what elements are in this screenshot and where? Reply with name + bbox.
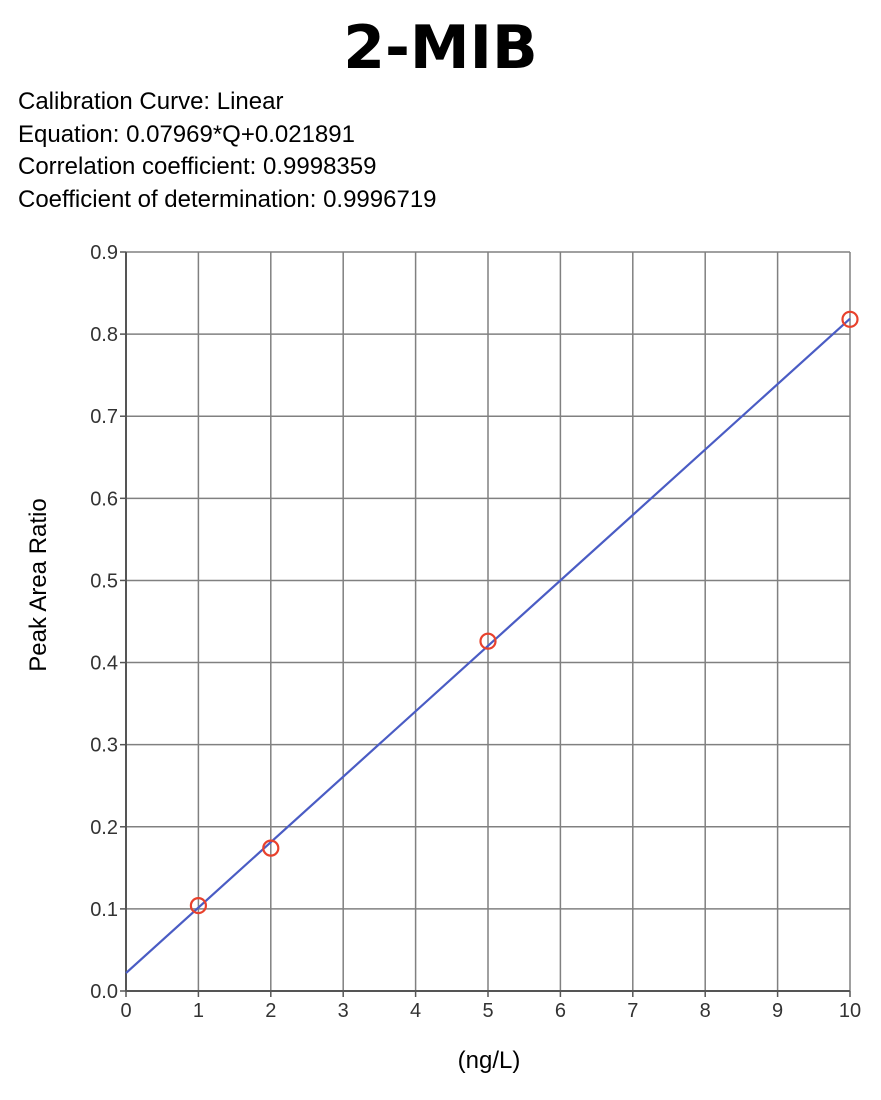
y-tick-label: 0.6 <box>90 488 118 510</box>
fit-line-group <box>125 317 851 974</box>
x-tick-label: 3 <box>338 1000 349 1022</box>
y-tick-labels: 0.0 0.1 0.2 0.3 0.4 0.5 0.6 0.7 0.8 0.9 <box>90 242 118 1003</box>
correlation-coefficient-text: Correlation coefficient: 0.9998359 <box>18 153 377 180</box>
coefficient-of-determination-text: Coefficient of determination: 0.9996719 <box>18 185 437 213</box>
x-tick-label: 9 <box>772 1000 783 1022</box>
axes <box>120 251 851 997</box>
calibration-curve-text: Calibration Curve: Linear <box>18 88 284 115</box>
calibration-info: Calibration Curve: Linear Equation: 0.07… <box>18 86 437 216</box>
y-axis-label: Peak Area Ratio <box>25 498 52 671</box>
data-point <box>841 310 859 328</box>
y-tick-label: 0.1 <box>90 899 118 921</box>
data-point <box>479 632 497 650</box>
y-tick-label: 0.5 <box>90 570 118 592</box>
y-tick-label: 0.0 <box>90 981 118 1003</box>
y-tick-label: 0.7 <box>90 406 118 428</box>
x-tick-label: 1 <box>193 1000 204 1022</box>
x-tick-label: 4 <box>410 1000 421 1022</box>
data-points <box>189 310 859 915</box>
data-point <box>189 897 207 915</box>
y-tick-label: 0.9 <box>90 242 118 264</box>
data-point <box>262 839 280 857</box>
y-tick-label: 0.3 <box>90 735 118 757</box>
y-tick-label: 0.2 <box>90 817 118 839</box>
fit-line <box>125 317 851 974</box>
grid-lines <box>126 251 851 991</box>
x-tick-labels: 0 1 2 3 4 5 6 7 8 9 10 <box>120 1000 861 1022</box>
x-tick-label: 7 <box>627 1000 638 1022</box>
equation-text: Equation: 0.07969*Q+0.021891 <box>18 120 355 148</box>
x-tick-label: 8 <box>700 1000 711 1022</box>
x-tick-label: 6 <box>555 1000 566 1022</box>
x-axis-label: (ng/L) <box>458 1047 521 1074</box>
x-tick-label: 10 <box>839 1000 861 1022</box>
y-tick-label: 0.8 <box>90 324 118 346</box>
x-tick-label: 0 <box>120 1000 131 1022</box>
y-tick-label: 0.4 <box>90 653 118 675</box>
chart-title: 2-MIB <box>343 13 538 83</box>
x-tick-label: 5 <box>482 1000 493 1022</box>
x-tick-label: 2 <box>265 1000 276 1022</box>
